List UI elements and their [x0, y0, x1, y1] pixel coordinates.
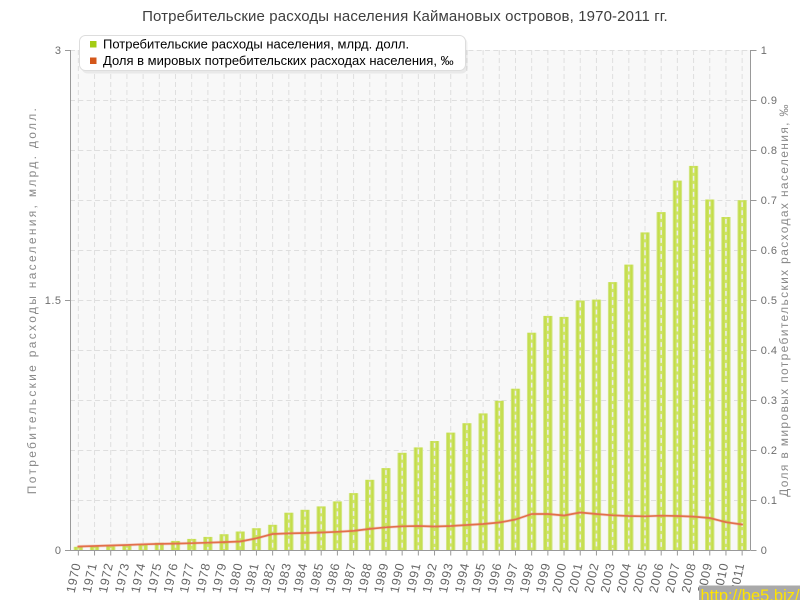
svg-text:1987: 1987 [339, 562, 359, 594]
svg-text:1975: 1975 [145, 562, 165, 594]
svg-text:1980: 1980 [226, 562, 246, 594]
svg-text:Потребительские расходы населе: Потребительские расходы населения Кайман… [142, 8, 668, 25]
svg-text:1996: 1996 [485, 562, 505, 594]
svg-text:1: 1 [761, 45, 768, 57]
svg-text:2001: 2001 [566, 562, 586, 594]
svg-text:1995: 1995 [468, 562, 488, 594]
svg-text:1998: 1998 [517, 562, 537, 594]
svg-text:0.4: 0.4 [761, 345, 778, 357]
svg-text:0.2: 0.2 [761, 445, 778, 457]
svg-text:1991: 1991 [404, 562, 424, 594]
svg-text:Потребительские расходы населе: Потребительские расходы населения, млрд.… [103, 37, 409, 52]
svg-text:2004: 2004 [614, 562, 634, 594]
svg-text:2003: 2003 [598, 562, 618, 594]
svg-text:1970: 1970 [64, 562, 84, 594]
svg-text:0.9: 0.9 [761, 95, 778, 107]
svg-text:3: 3 [55, 45, 62, 57]
svg-text:1974: 1974 [128, 562, 148, 594]
svg-text:2008: 2008 [679, 562, 699, 594]
svg-text:0.1: 0.1 [761, 495, 778, 507]
svg-text:1.5: 1.5 [45, 295, 62, 307]
svg-text:1982: 1982 [258, 562, 278, 594]
svg-text:1973: 1973 [112, 562, 132, 594]
svg-text:1979: 1979 [209, 562, 229, 594]
svg-text:1986: 1986 [323, 562, 343, 594]
svg-text:1999: 1999 [533, 562, 553, 594]
svg-text:2002: 2002 [582, 562, 602, 594]
svg-text:Доля в мировых потребительских: Доля в мировых потребительских расходах … [103, 53, 454, 68]
svg-text:1985: 1985 [307, 562, 327, 594]
svg-text:2000: 2000 [549, 562, 569, 594]
svg-text:1972: 1972 [96, 562, 116, 594]
svg-text:2005: 2005 [630, 562, 650, 594]
svg-text:1994: 1994 [452, 562, 472, 594]
svg-text:1984: 1984 [290, 562, 310, 594]
svg-text:1993: 1993 [436, 562, 456, 594]
svg-text:http://be5.biz/: http://be5.biz/ [701, 587, 800, 600]
svg-text:0: 0 [55, 545, 62, 557]
svg-text:0: 0 [761, 545, 768, 557]
svg-text:0.6: 0.6 [761, 245, 778, 257]
svg-text:1989: 1989 [371, 562, 391, 594]
svg-text:2007: 2007 [663, 562, 683, 594]
svg-text:0.7: 0.7 [761, 195, 778, 207]
svg-text:1997: 1997 [501, 562, 521, 594]
svg-text:Доля в мировых потребительских: Доля в мировых потребительских расходах … [777, 103, 791, 497]
svg-text:1992: 1992 [420, 562, 440, 594]
svg-text:0.8: 0.8 [761, 145, 778, 157]
svg-text:2006: 2006 [647, 562, 667, 594]
svg-text:1971: 1971 [80, 562, 100, 594]
svg-text:1977: 1977 [177, 562, 197, 594]
svg-text:1976: 1976 [161, 562, 181, 594]
svg-text:1988: 1988 [355, 562, 375, 594]
svg-text:1981: 1981 [242, 562, 262, 594]
svg-text:1978: 1978 [193, 562, 213, 594]
svg-text:Потребительские расходы населе: Потребительские расходы населения, млрд.… [25, 106, 39, 494]
svg-text:1983: 1983 [274, 562, 294, 594]
svg-text:1990: 1990 [387, 562, 407, 594]
svg-text:2011: 2011 [728, 562, 748, 594]
svg-text:0.5: 0.5 [761, 295, 778, 307]
svg-text:0.3: 0.3 [761, 395, 778, 407]
